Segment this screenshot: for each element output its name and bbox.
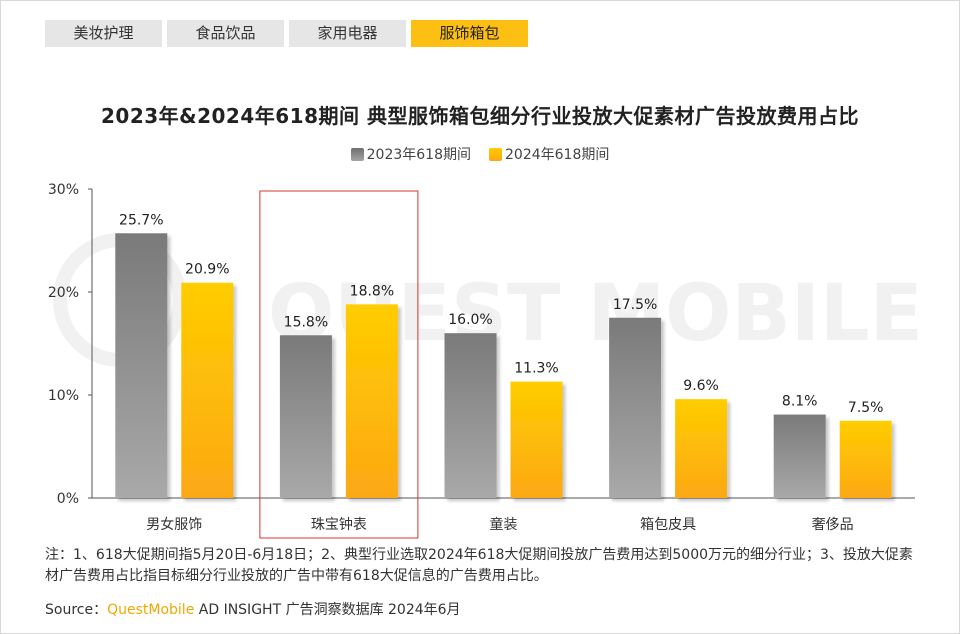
bar-2023 (773, 414, 826, 498)
source-brand: QuestMobile (107, 602, 195, 618)
chart-source: Source：QuestMobile AD INSIGHT 广告洞察数据库 20… (45, 599, 461, 619)
x-tick-label: 箱包皮具 (640, 517, 696, 533)
legend-label-2024: 2024年618期间 (505, 147, 610, 163)
source-text: AD INSIGHT 广告洞察数据库 2024年6月 (194, 602, 461, 618)
data-label: 11.3% (514, 361, 558, 377)
x-tick-label: 奢侈品 (812, 517, 854, 533)
data-label: 20.9% (185, 262, 229, 278)
y-tick-label: 30% (48, 182, 79, 198)
bar-2023 (609, 317, 662, 498)
bar-2024 (510, 381, 563, 498)
category-tabs: 美妆护理 食品饮品 家用电器 服饰箱包 (45, 20, 528, 47)
bar-2023 (115, 233, 168, 499)
data-label: 18.8% (350, 283, 394, 299)
x-tick-label: 童装 (490, 516, 518, 533)
y-tick-label: 20% (48, 285, 79, 301)
data-label: 25.7% (119, 212, 163, 228)
chart-title: 2023年&2024年618期间 典型服饰箱包细分行业投放大促素材广告投放费用占… (101, 104, 859, 128)
data-label: 17.5% (613, 297, 657, 313)
legend-swatch-2024 (489, 147, 502, 161)
bar-2024 (345, 304, 398, 498)
tab-beauty[interactable]: 美妆护理 (45, 20, 162, 47)
legend-item-2024: 2024年618期间 (489, 144, 609, 164)
bar-2023 (444, 333, 497, 498)
bar-2024 (675, 399, 728, 498)
data-label: 8.1% (782, 394, 818, 410)
source-prefix: Source： (45, 602, 108, 618)
highlight-box (259, 190, 419, 539)
bar-2024 (181, 282, 234, 498)
y-tick-label: 10% (48, 388, 79, 404)
chart-legend: 2023年618期间 2024年618期间 (0, 144, 960, 164)
legend-swatch-2023 (350, 147, 364, 161)
legend-label-2023: 2023年618期间 (366, 147, 471, 163)
legend-item-2023: 2023年618期间 (350, 144, 471, 164)
bar-2024 (839, 420, 892, 498)
bar-2023 (279, 335, 332, 498)
tab-appliances[interactable]: 家用电器 (289, 20, 406, 47)
data-label: 15.8% (284, 314, 328, 330)
x-tick-label: 男女服饰 (146, 516, 202, 533)
data-label: 16.0% (448, 312, 492, 328)
data-label: 9.6% (683, 378, 719, 394)
tab-food[interactable]: 食品饮品 (167, 20, 284, 47)
x-tick-label: 珠宝钟表 (311, 516, 367, 533)
chart-notes: 注：1、618大促期间指5月20日-6月18日；2、典型行业选取2024年618… (45, 547, 913, 584)
y-tick-label: 0% (57, 491, 79, 507)
data-label: 7.5% (848, 400, 884, 416)
tab-apparel-bags[interactable]: 服饰箱包 (411, 20, 528, 47)
